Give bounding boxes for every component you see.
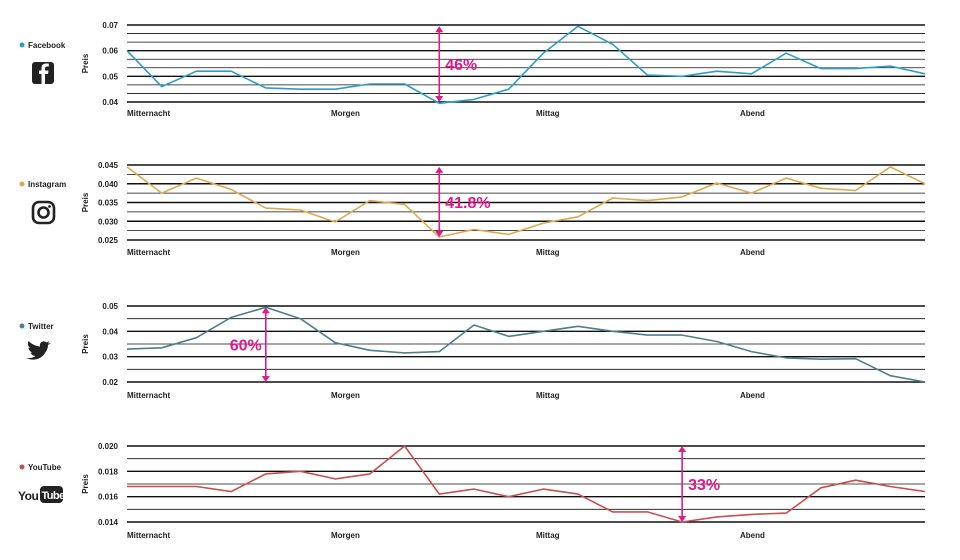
series-line	[127, 445, 926, 523]
y-tick-label: 0.030	[98, 217, 119, 226]
y-tick-label: 0.018	[98, 467, 119, 476]
legend-label: Twitter	[28, 322, 54, 331]
legend-marker	[19, 323, 25, 329]
x-tick-label: Abend	[740, 248, 765, 257]
y-tick-label: 0.04	[102, 327, 118, 336]
x-tick-label: Mitternacht	[127, 248, 170, 257]
y-tick-label: 0.03	[102, 353, 118, 362]
x-tick-label: Mittag	[536, 109, 560, 118]
y-tick-label: 0.05	[102, 72, 118, 81]
series-line	[126, 25, 926, 105]
twitter-icon	[26, 341, 51, 360]
legend-marker	[19, 42, 25, 48]
annotation-arrow-head-up	[261, 307, 270, 314]
chart-facebook: 0.04 0.05 0.06 0.07 Preis Mitternacht Morgen Mi…	[19, 21, 926, 118]
annotation-arrow-head-down	[435, 96, 444, 102]
x-tick-label: Mitternacht	[127, 531, 170, 540]
facebook-icon-letter	[39, 63, 49, 84]
y-tick-label: 0.016	[98, 493, 119, 502]
annotation-arrow-head-up	[678, 446, 687, 452]
annotation-arrow-head-up	[435, 166, 444, 173]
y-tick-label: 0.045	[98, 161, 119, 170]
youtube-icon-tube-bg	[40, 486, 63, 503]
twitter-icon-bird	[26, 341, 51, 360]
instagram-icon-frame	[31, 200, 56, 225]
y-tick-label: 0.06	[102, 47, 118, 56]
x-tick-label: Abend	[740, 109, 765, 118]
legend-label: Instagram	[28, 180, 66, 189]
x-tick-label: Morgen	[331, 531, 360, 540]
annotation-arrow-head-down	[261, 376, 270, 382]
chart-twitter: 0.02 0.03 0.04 0.05 Preis Mitternacht Morgen Mi…	[19, 302, 926, 400]
x-tick-label: Abend	[740, 391, 765, 400]
annotation-percent-label: 41.8%	[445, 195, 490, 212]
instagram-icon-lens	[37, 206, 50, 219]
chart-instagram: 0.025 0.030 0.035 0.040 0.045 Preis Mitternach…	[19, 161, 926, 257]
chart-youtube: 0.014 0.016 0.018 0.020 Preis Mitternacht Morg…	[18, 442, 926, 540]
x-tick-label: Abend	[740, 531, 765, 540]
series-line	[126, 166, 926, 238]
annotation-arrow-head-up	[435, 26, 444, 33]
x-tick-label: Morgen	[331, 391, 360, 400]
y-axis-label: Preis	[81, 334, 90, 354]
y-tick-label: 0.025	[98, 236, 119, 245]
legend-label: YouTube	[28, 463, 62, 472]
y-axis-label: Preis	[81, 474, 90, 494]
x-tick-label: Mitternacht	[127, 391, 170, 400]
annotation-percent-label: 46%	[445, 57, 477, 74]
youtube-icon-you: You	[18, 489, 38, 503]
series-line	[126, 306, 926, 383]
youtube-icon: You Tube	[18, 486, 66, 503]
annotation-percent-label: 33%	[688, 477, 720, 494]
y-tick-label: 0.04	[102, 98, 118, 107]
y-tick-label: 0.040	[98, 180, 119, 189]
facebook-icon	[32, 62, 54, 84]
legend-marker	[19, 464, 25, 470]
y-tick-label: 0.014	[98, 518, 119, 527]
y-tick-label: 0.05	[102, 302, 118, 311]
x-tick-label: Morgen	[331, 248, 360, 257]
x-tick-label: Mittag	[536, 391, 560, 400]
legend-marker	[19, 181, 25, 187]
y-tick-label: 0.020	[98, 442, 119, 451]
y-tick-label: 0.02	[102, 378, 118, 387]
x-tick-label: Morgen	[331, 109, 360, 118]
annotation-percent-label: 60%	[230, 338, 262, 355]
x-tick-label: Mittag	[536, 531, 560, 540]
instagram-icon-dot	[48, 205, 51, 208]
legend-label: Facebook	[28, 41, 66, 50]
annotation-arrow-head-down	[435, 231, 444, 237]
y-axis-label: Preis	[81, 53, 90, 73]
x-tick-label: Mittag	[536, 248, 560, 257]
x-tick-label: Mitternacht	[127, 109, 170, 118]
instagram-icon	[31, 200, 56, 225]
youtube-icon-tube: Tube	[42, 490, 66, 502]
annotation-arrow-head-down	[678, 516, 687, 522]
y-tick-label: 0.035	[98, 199, 119, 208]
y-tick-label: 0.07	[102, 21, 118, 30]
y-axis-label: Preis	[81, 192, 90, 212]
